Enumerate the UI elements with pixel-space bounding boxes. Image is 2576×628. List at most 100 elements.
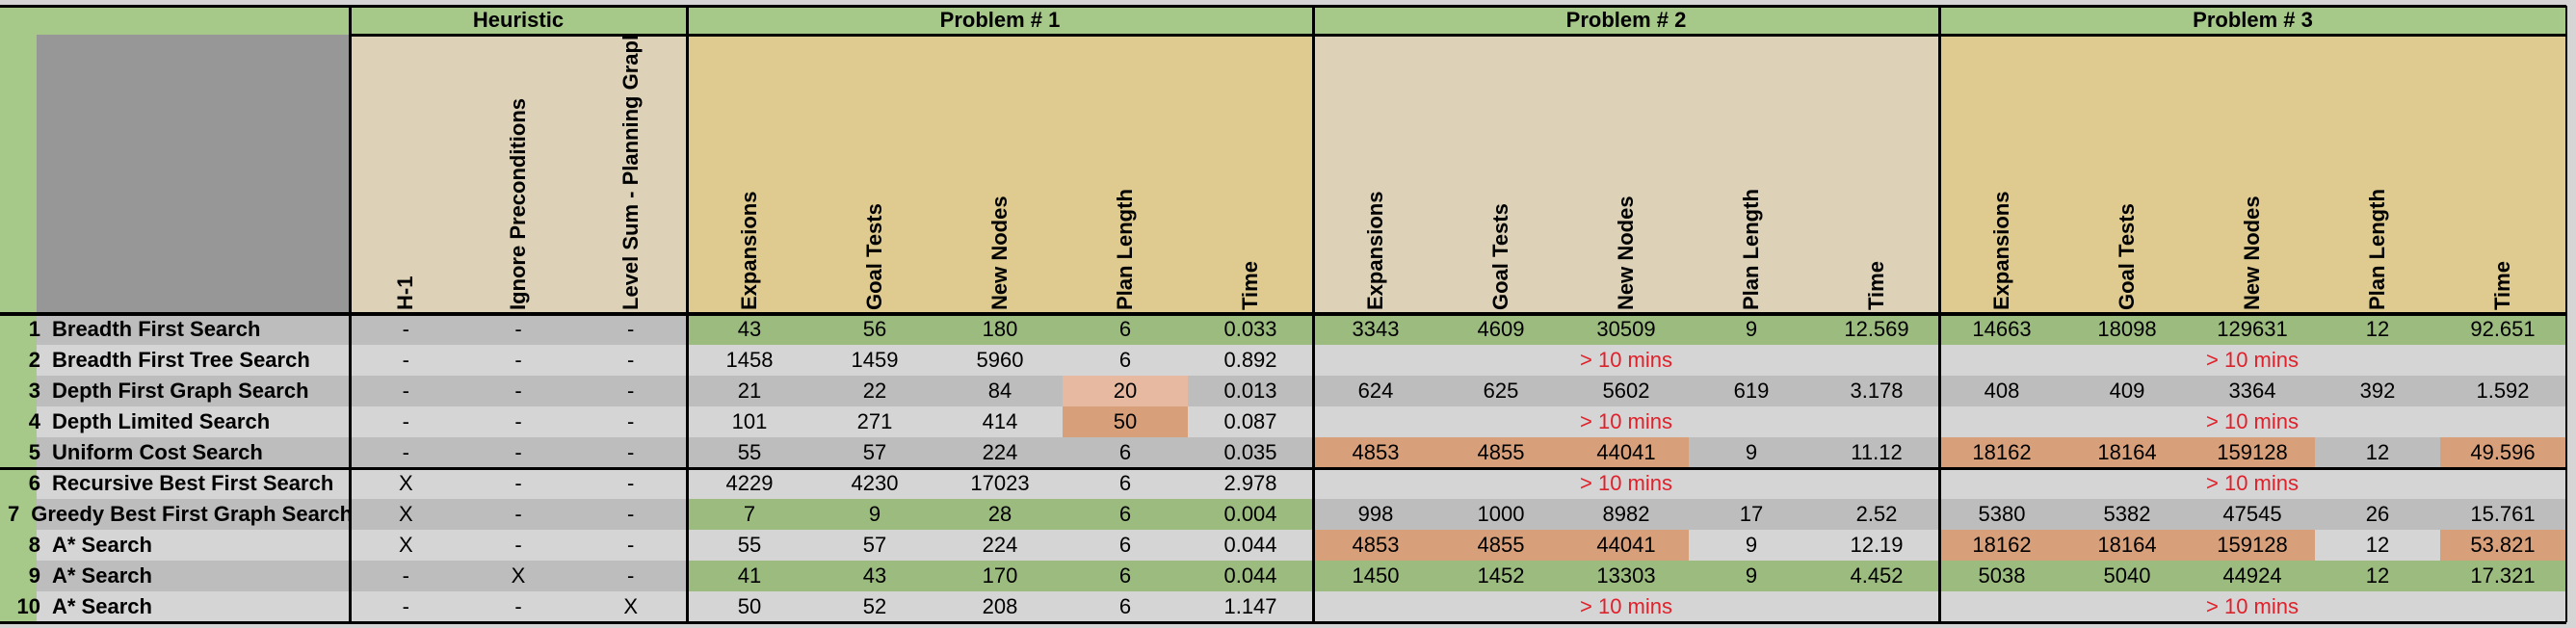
heuristic-flag: - [574,561,687,591]
problem-header-1: Problem # 1 [687,6,1313,35]
heuristic-flag: X [461,561,575,591]
algorithm-name: 9 A* Search [8,561,350,591]
grid-line [0,312,2566,316]
p3-metric: 44924 [2190,561,2315,591]
row-number: 1 [28,317,40,341]
p3-timeout: > 10 mins [1939,468,2565,499]
p1-metric: 0.044 [1188,530,1313,561]
heuristic-flag: - [350,376,462,406]
p1-metric: 0.892 [1188,345,1313,376]
p3-col-header-5: Time [2440,35,2565,314]
p1-metric: 6 [1063,345,1188,376]
p1-metric: 57 [812,437,937,468]
p2-col-header-2: Goal Tests [1438,35,1564,314]
heuristic-flag: - [574,406,687,437]
p1-col-header-3: New Nodes [937,35,1063,314]
algorithm-name: 5 Uniform Cost Search [8,437,350,468]
column-label: New Nodes [987,196,1012,310]
p2-metric: 30509 [1564,314,1689,345]
problem-header-3: Problem # 3 [1939,6,2566,35]
column-label: Time [2490,261,2514,310]
algorithm-label: Recursive Best First Search [52,471,334,495]
column-label: Plan Length [1113,189,1137,310]
row-number-strip [0,591,37,622]
algorithm-name-bg [37,345,350,376]
p1-metric: 7 [687,499,812,530]
heuristic-flag: - [574,345,687,376]
heuristic-flag: - [574,499,687,530]
algorithm-label: A* Search [52,594,152,618]
heuristic-flag: X [350,530,462,561]
heuristic-flag: - [350,437,462,468]
p3-metric: 18164 [2064,437,2190,468]
p1-metric: 6 [1063,468,1188,499]
p2-metric: 3343 [1313,314,1438,345]
p2-metric: 9 [1689,561,1814,591]
p3-timeout: > 10 mins [1939,345,2565,376]
p1-metric: 6 [1063,437,1188,468]
row-number-strip [0,376,37,406]
row-number: 3 [28,379,40,403]
p1-metric: 0.033 [1188,314,1313,345]
p2-metric: 4853 [1313,437,1438,468]
algorithm-label: Breadth First Search [52,317,261,341]
p1-metric: 9 [812,499,937,530]
p1-metric: 57 [812,530,937,561]
heuristic-flag: - [350,591,462,622]
p1-metric: 5960 [937,345,1063,376]
p1-metric: 84 [937,376,1063,406]
heuristic-header: Heuristic [350,6,687,35]
row-number-strip [0,437,37,468]
p1-metric: 6 [1063,591,1188,622]
p3-metric: 53.821 [2440,530,2565,561]
column-label: New Nodes [1614,196,1638,310]
corner-gray-block [37,35,350,314]
row-number: 6 [28,471,40,495]
algorithm-name: 4 Depth Limited Search [8,406,350,437]
p1-metric: 414 [937,406,1063,437]
grid-line [350,33,2566,37]
p2-metric: 12.569 [1814,314,1939,345]
grid-line [2565,6,2567,622]
p1-metric: 1458 [687,345,812,376]
p2-metric: 17 [1689,499,1814,530]
row-number-strip [0,561,37,591]
algorithm-name: 6 Recursive Best First Search [8,468,350,499]
p1-metric: 6 [1063,314,1188,345]
heuristic-flag: - [574,314,687,345]
p2-metric: 44041 [1564,437,1689,468]
algorithm-name-bg [37,499,350,530]
p2-metric: 2.52 [1814,499,1939,530]
p3-col-header-4: Plan Length [2315,35,2440,314]
algorithm-label: A* Search [52,563,152,588]
row-number: 5 [28,440,40,464]
p3-metric: 5380 [1939,499,2064,530]
p1-metric: 101 [687,406,812,437]
header-row-number-strip [0,6,37,35]
p3-metric: 12 [2315,314,2440,345]
p2-metric: 44041 [1564,530,1689,561]
p3-metric: 18162 [1939,437,2064,468]
algorithm-name-bg [37,530,350,561]
p3-metric: 49.596 [2440,437,2565,468]
column-label: Expansions [737,191,761,310]
p1-metric: 4229 [687,468,812,499]
p3-col-header-2: Goal Tests [2064,35,2190,314]
p1-metric: 50 [687,591,812,622]
p2-metric: 998 [1313,499,1438,530]
algorithm-label: A* Search [52,533,152,557]
p1-metric: 43 [687,314,812,345]
heuristic-flag: - [461,314,575,345]
heuristic-flag: - [574,530,687,561]
p2-col-header-1: Expansions [1313,35,1438,314]
row-number: 7 [8,502,20,526]
column-label: Goal Tests [2115,203,2139,310]
heuristic-flag: - [461,468,575,499]
p2-metric: 625 [1438,376,1564,406]
p2-metric: 13303 [1564,561,1689,591]
p2-metric: 4853 [1313,530,1438,561]
row-number: 2 [28,348,40,372]
p2-metric: 9 [1689,437,1814,468]
heuristic-flag: X [350,468,462,499]
